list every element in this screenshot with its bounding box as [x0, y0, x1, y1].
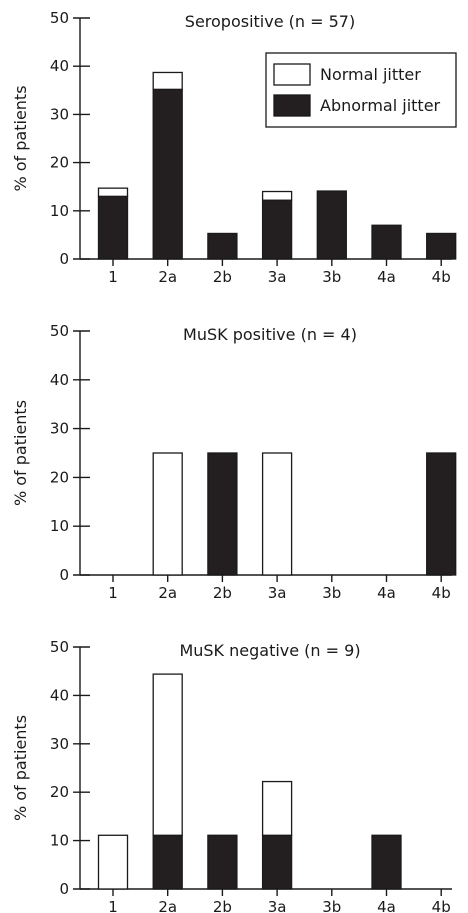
legend-label: Abnormal jitter: [320, 96, 441, 115]
legend-swatch: [273, 94, 311, 117]
chart-title: MuSK negative (n = 9): [179, 641, 360, 660]
y-tick-label: 0: [59, 880, 69, 898]
x-tick-label: 1: [108, 584, 118, 602]
y-tick-label: 0: [59, 566, 69, 584]
x-tick-label: 4b: [432, 268, 451, 286]
x-tick-label: 2a: [158, 268, 177, 286]
x-tick-label: 2a: [158, 898, 177, 913]
y-tick-label: 20: [50, 154, 69, 172]
bar-normal-jitter: [97, 834, 129, 890]
x-tick-label: 4b: [432, 584, 451, 602]
x-tick-label: 2b: [213, 268, 232, 286]
y-axis-label: % of patients: [11, 715, 30, 821]
bar-abnormal-jitter: [207, 452, 238, 576]
y-tick-label: 10: [50, 832, 69, 850]
bar-normal-jitter: [152, 673, 183, 836]
bar-abnormal-jitter: [97, 195, 129, 260]
y-axis-label: % of patients: [11, 85, 30, 191]
legend-swatch: [273, 63, 311, 86]
chart-title: MuSK positive (n = 4): [183, 325, 357, 344]
y-tick-label: 50: [50, 9, 69, 27]
chart-2: 0 10 20 30 40 50 % of patients MuSK positive (n…: [11, 322, 457, 602]
bar-normal-jitter: [261, 190, 293, 201]
x-tick-label: 3a: [268, 898, 287, 913]
chart-1: 0 10 20 30 40 50 % of patients Seropositive (n …: [11, 9, 457, 286]
x-tick-label: 4a: [377, 268, 396, 286]
x-tick-label: 3b: [322, 268, 341, 286]
x-tick-label: 3a: [268, 268, 287, 286]
x-tick-label: 1: [108, 268, 118, 286]
legend: Normal jitter Abnormal jitter: [265, 52, 457, 128]
bar-abnormal-jitter: [261, 199, 293, 260]
bar-abnormal-jitter: [426, 232, 457, 260]
chart-3: 0 10 20 30 40 50 % of patients MuSK negative (n…: [11, 638, 452, 913]
chart-title: Seropositive (n = 57): [185, 12, 355, 31]
x-tick-label: 3a: [268, 584, 287, 602]
x-tick-label: 2a: [158, 584, 177, 602]
bar-normal-jitter: [97, 187, 129, 197]
y-tick-label: 30: [50, 420, 69, 438]
bar-abnormal-jitter: [152, 834, 183, 890]
bar-normal-jitter: [152, 71, 183, 90]
y-tick-label: 10: [50, 202, 69, 220]
y-tick-label: 30: [50, 105, 69, 123]
x-tick-label: 3b: [322, 898, 341, 913]
x-tick-label: 2b: [213, 898, 232, 913]
bar-abnormal-jitter: [371, 224, 402, 260]
legend-label: Normal jitter: [320, 65, 421, 84]
bar-abnormal-jitter: [261, 834, 293, 890]
y-axis-label: % of patients: [11, 400, 30, 506]
x-tick-label: 3b: [322, 584, 341, 602]
y-tick-label: 30: [50, 735, 69, 753]
y-tick-label: 50: [50, 638, 69, 656]
x-tick-label: 4a: [377, 898, 396, 913]
bar-normal-jitter: [261, 780, 293, 836]
bar-normal-jitter: [152, 452, 183, 576]
y-tick-label: 20: [50, 783, 69, 801]
y-tick-label: 40: [50, 686, 69, 704]
x-tick-label: 1: [108, 898, 118, 913]
y-tick-label: 40: [50, 371, 69, 389]
x-tick-label: 2b: [213, 584, 232, 602]
bar-abnormal-jitter: [207, 834, 238, 890]
bar-normal-jitter: [261, 452, 293, 576]
y-tick-label: 20: [50, 468, 69, 486]
x-tick-label: 4a: [377, 584, 396, 602]
y-tick-label: 40: [50, 57, 69, 75]
bar-abnormal-jitter: [152, 88, 183, 260]
y-tick-label: 10: [50, 517, 69, 535]
y-tick-label: 50: [50, 322, 69, 340]
bar-abnormal-jitter: [426, 452, 457, 576]
bar-abnormal-jitter: [316, 190, 347, 260]
bar-abnormal-jitter: [371, 834, 402, 890]
bar-abnormal-jitter: [207, 232, 238, 260]
y-tick-label: 0: [59, 250, 69, 268]
x-tick-label: 4b: [432, 898, 451, 913]
